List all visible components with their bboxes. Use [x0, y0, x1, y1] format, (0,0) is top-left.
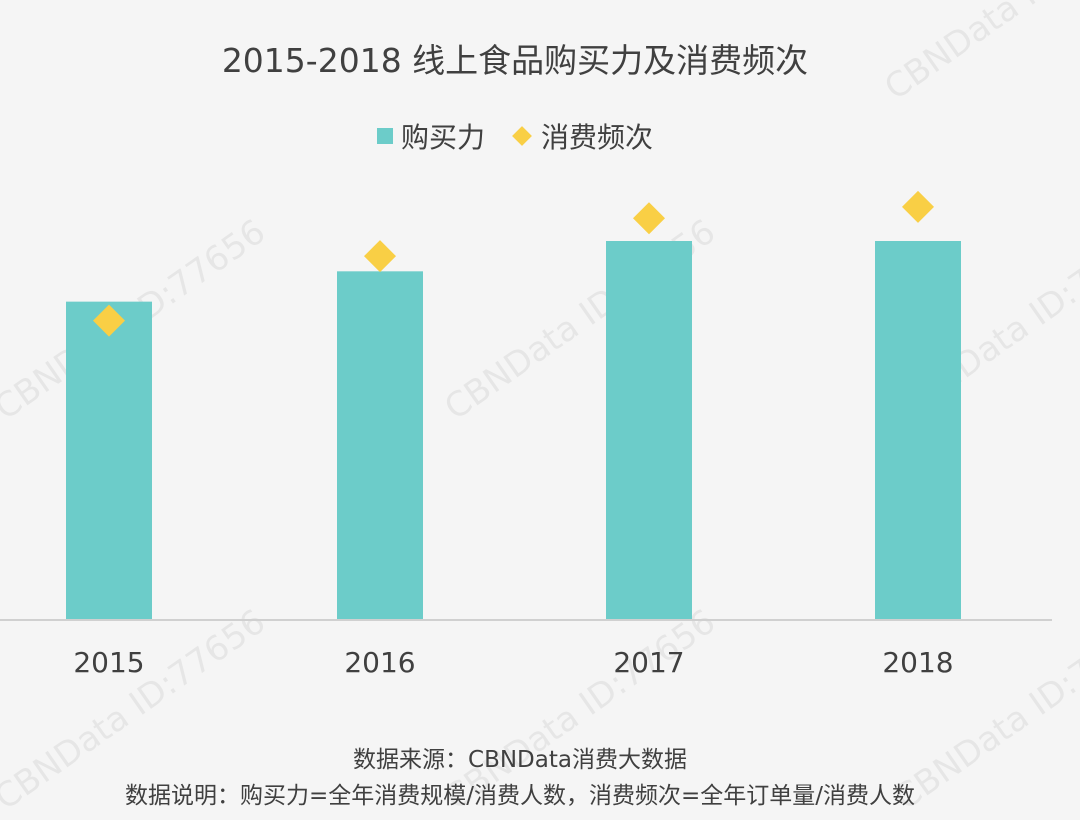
legend: 购买力 消费频次	[0, 116, 1030, 156]
footer-source: 数据来源：CBNData消费大数据	[353, 747, 687, 773]
x-tick-label: 2018	[882, 646, 953, 679]
legend-label: 购买力	[400, 121, 485, 154]
diamond-2018	[902, 190, 934, 223]
diamond-2015	[93, 304, 125, 337]
bar-2017	[606, 241, 692, 620]
chart-title: 2015-2018 线上食品购买力及消费频次	[221, 41, 809, 80]
diamond-2017	[633, 202, 665, 235]
x-tick-label: 2016	[344, 646, 415, 679]
bar-2015	[66, 301, 152, 620]
x-tick-label: 2015	[73, 646, 144, 679]
legend-item-bar: 购买力	[376, 116, 485, 156]
legend-swatch-bar	[376, 128, 393, 144]
bar-2018	[875, 241, 961, 620]
footer-note: 数据说明：购买力=全年消费规模/消费人数，消费频次=全年订单量/消费人数	[124, 783, 916, 809]
x-tick-label: 2017	[613, 646, 684, 679]
legend-label: 消费频次	[541, 121, 654, 154]
legend-item-diamond: 消费频次	[512, 116, 654, 156]
bar-2016	[337, 271, 423, 620]
diamond-2016	[364, 240, 396, 273]
